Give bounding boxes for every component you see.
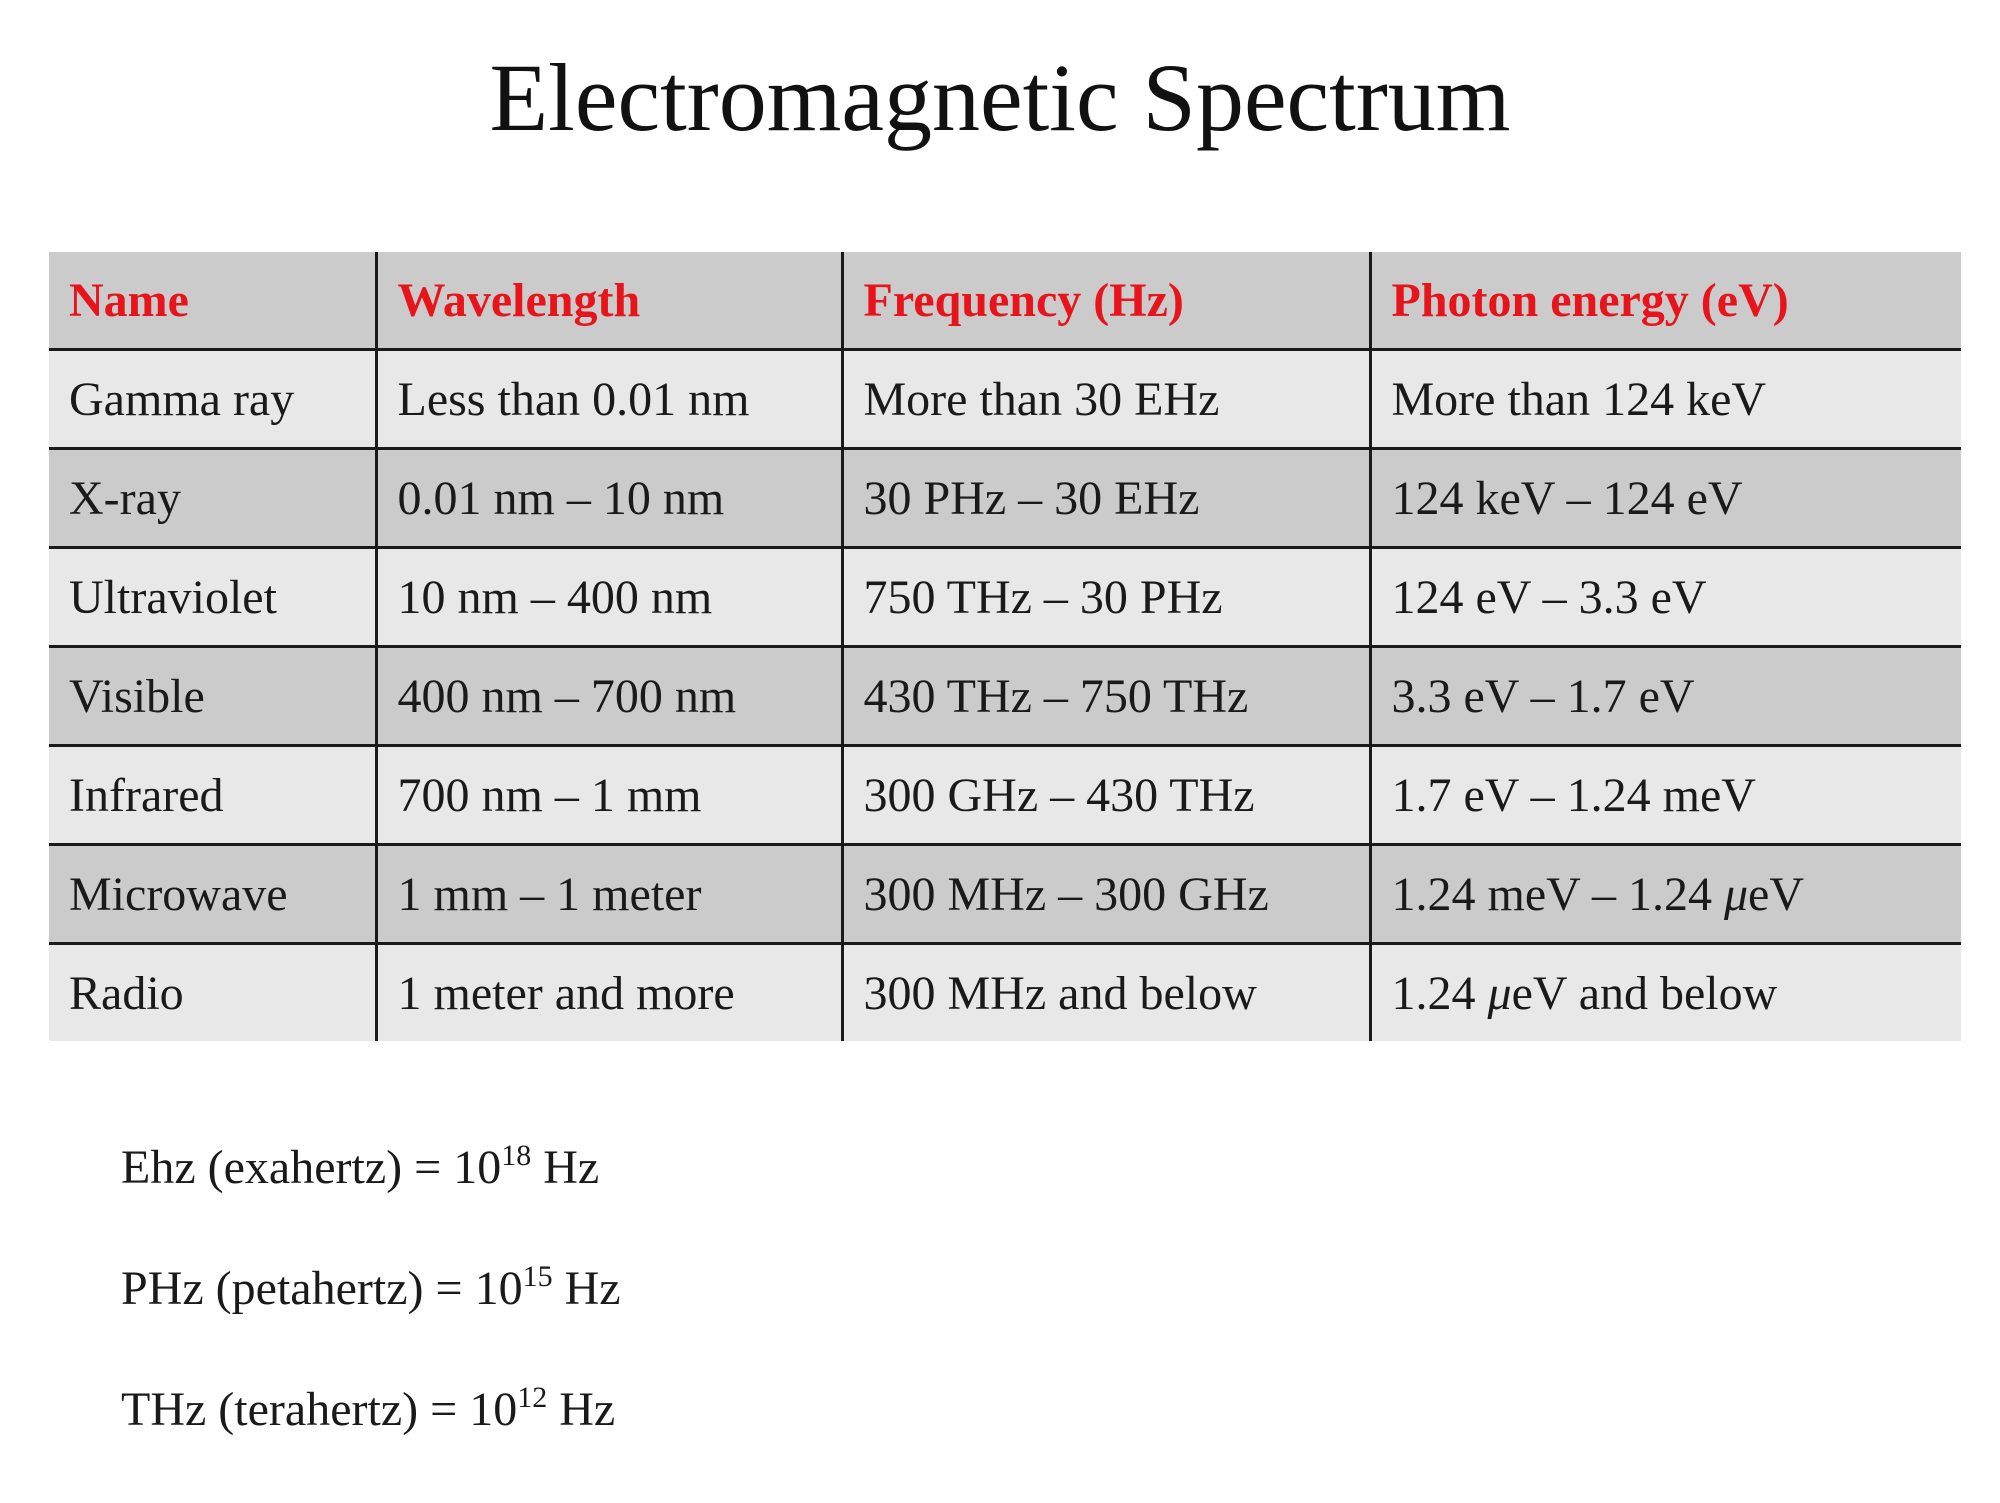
cell-wavelength: 0.01 nm – 10 nm <box>374 447 842 548</box>
cell-name: X-ray <box>49 447 376 548</box>
cell-photon-energy: More than 124 keV <box>1368 348 1961 449</box>
cell-frequency: 430 THz – 750 THz <box>840 645 1370 746</box>
cell-name: Radio <box>49 942 376 1041</box>
note-unit: Hz <box>547 1383 616 1436</box>
cell-frequency: 750 THz – 30 PHz <box>840 546 1370 647</box>
cell-name: Visible <box>49 645 376 746</box>
table-row: Microwave 1 mm – 1 meter 300 MHz – 300 G… <box>49 843 1961 944</box>
cell-wavelength: 700 nm – 1 mm <box>374 744 842 845</box>
cell-photon-energy: 1.24 meV – 1.24 μeV <box>1368 843 1961 944</box>
cell-frequency: More than 30 EHz <box>840 348 1370 449</box>
table-row: Radio 1 meter and more 300 MHz and below… <box>49 942 1961 1041</box>
header-photon-energy: Photon energy (eV) <box>1368 252 1961 350</box>
cell-name: Ultraviolet <box>49 546 376 647</box>
note-unit: Hz <box>531 1141 600 1194</box>
header-name: Name <box>49 252 376 350</box>
note-exponent: 12 <box>517 1381 548 1414</box>
cell-photon-energy: 3.3 eV – 1.7 eV <box>1368 645 1961 746</box>
cell-wavelength: 1 meter and more <box>374 942 842 1041</box>
cell-photon-energy: 124 keV – 124 eV <box>1368 447 1961 548</box>
table-row: Ultraviolet 10 nm – 400 nm 750 THz – 30 … <box>49 546 1961 647</box>
header-wavelength: Wavelength <box>374 252 842 350</box>
cell-frequency: 300 MHz – 300 GHz <box>840 843 1370 944</box>
cell-frequency: 300 GHz – 430 THz <box>840 744 1370 845</box>
table-header-row: Name Wavelength Frequency (Hz) Photon en… <box>49 252 1961 350</box>
cell-frequency: 30 PHz – 30 EHz <box>840 447 1370 548</box>
cell-name: Infrared <box>49 744 376 845</box>
cell-photon-energy: 1.7 eV – 1.24 meV <box>1368 744 1961 845</box>
cell-wavelength: 10 nm – 400 nm <box>374 546 842 647</box>
table-row: Visible 400 nm – 700 nm 430 THz – 750 TH… <box>49 645 1961 746</box>
header-frequency: Frequency (Hz) <box>840 252 1370 350</box>
cell-photon-energy: 1.24 μeV and below <box>1368 942 1961 1041</box>
note-exahertz: Ehz (exahertz) = 1018 Hz <box>121 1140 621 1261</box>
unit-notes: Ehz (exahertz) = 1018 Hz PHz (petahertz)… <box>121 1140 621 1503</box>
note-exponent: 15 <box>522 1260 553 1293</box>
note-text: PHz (petahertz) = 10 <box>121 1262 523 1315</box>
note-exponent: 18 <box>501 1139 532 1172</box>
spectrum-table: Name Wavelength Frequency (Hz) Photon en… <box>49 252 1961 1041</box>
cell-wavelength: Less than 0.01 nm <box>374 348 842 449</box>
cell-frequency: 300 MHz and below <box>840 942 1370 1041</box>
note-terahertz: THz (terahertz) = 1012 Hz <box>121 1382 621 1503</box>
cell-name: Microwave <box>49 843 376 944</box>
note-text: Ehz (exahertz) = 10 <box>121 1141 502 1194</box>
table-row: X-ray 0.01 nm – 10 nm 30 PHz – 30 EHz 12… <box>49 447 1961 548</box>
note-text: THz (terahertz) = 10 <box>121 1383 518 1436</box>
note-unit: Hz <box>552 1262 621 1315</box>
cell-wavelength: 400 nm – 700 nm <box>374 645 842 746</box>
cell-wavelength: 1 mm – 1 meter <box>374 843 842 944</box>
page-title: Electromagnetic Spectrum <box>489 44 1511 151</box>
cell-name: Gamma ray <box>49 348 376 449</box>
note-petahertz: PHz (petahertz) = 1015 Hz <box>121 1261 621 1382</box>
table-row: Gamma ray Less than 0.01 nm More than 30… <box>49 348 1961 449</box>
cell-photon-energy: 124 eV – 3.3 eV <box>1368 546 1961 647</box>
table-row: Infrared 700 nm – 1 mm 300 GHz – 430 THz… <box>49 744 1961 845</box>
